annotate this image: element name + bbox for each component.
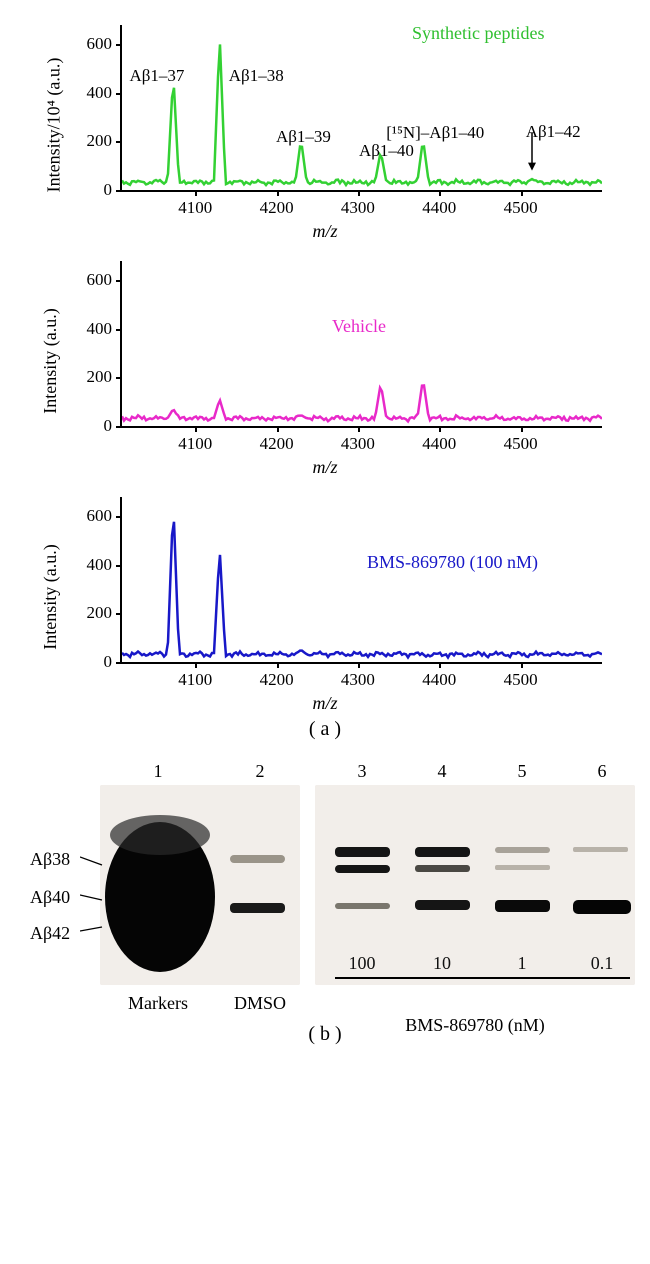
chart-title: BMS-869780 (100 nM) <box>367 552 538 573</box>
ytick-label: 0 <box>70 180 112 200</box>
xtick-label: 4300 <box>341 434 375 454</box>
xtick-label: 4200 <box>260 198 294 218</box>
xtick-label: 4400 <box>422 198 456 218</box>
ytick-label: 400 <box>70 319 112 339</box>
ytick-label: 0 <box>70 652 112 672</box>
xtick-label: 4500 <box>504 198 538 218</box>
lane-number: 5 <box>518 761 527 782</box>
panel-a-caption: ( a ) <box>0 718 650 741</box>
y-axis-label: Intensity/10⁴ (a.u.) <box>44 58 65 193</box>
y-axis-label: Intensity (a.u.) <box>40 544 61 649</box>
lane-number: 1 <box>154 761 163 782</box>
x-axis-label: m/z <box>312 221 337 242</box>
conc-label: 100 <box>349 953 376 974</box>
conc-label: 0.1 <box>591 953 614 974</box>
xtick-label: 4500 <box>504 434 538 454</box>
xtick-label: 4100 <box>178 198 212 218</box>
xtick-label: 4300 <box>341 198 375 218</box>
x-axis-label: m/z <box>312 693 337 714</box>
ytick-label: 0 <box>70 416 112 436</box>
row-label-ab40: Aβ40 <box>30 887 70 908</box>
row-label-ab38: Aβ38 <box>30 849 70 870</box>
conc-label: 1 <box>518 953 527 974</box>
peak-label: [¹⁵N]–Aβ1–40 <box>386 123 484 143</box>
ytick-label: 400 <box>70 555 112 575</box>
spectrum-chart-2: 0 200 400 600 4100 4200 4300 4400 4500 BMS-869780… <box>30 482 620 712</box>
ytick-label: 200 <box>70 603 112 623</box>
figure: 020040060041004200430044004500Synthetic … <box>0 0 650 1055</box>
conc-underline <box>335 977 630 979</box>
lane-number: 6 <box>598 761 607 782</box>
ytick-label: 200 <box>70 367 112 387</box>
spectrum-chart-0: 020040060041004200430044004500Synthetic … <box>30 10 620 240</box>
peak-label: Aβ1–38 <box>229 66 284 86</box>
arrow-icon <box>522 25 542 190</box>
y-axis-label: Intensity (a.u.) <box>40 308 61 413</box>
xtick-label: 4500 <box>504 670 538 690</box>
xtick-label: 4200 <box>260 434 294 454</box>
panel-b-caption: ( b ) <box>308 1023 341 1046</box>
peak-label: Aβ1–40 <box>359 141 414 161</box>
xtick-label: 4400 <box>422 670 456 690</box>
lane-number: 3 <box>358 761 367 782</box>
conc-label: 10 <box>433 953 451 974</box>
ytick-label: 400 <box>70 83 112 103</box>
xtick-label: 4100 <box>178 434 212 454</box>
lane-number: 4 <box>438 761 447 782</box>
row-label-ab42: Aβ42 <box>30 923 70 944</box>
peak-label: Aβ1–37 <box>130 66 185 86</box>
western-blot-left <box>100 785 300 985</box>
label-markers: Markers <box>128 993 188 1014</box>
label-dmso: DMSO <box>234 993 286 1014</box>
xtick-label: 4100 <box>178 670 212 690</box>
peak-label: Aβ1–39 <box>276 127 331 147</box>
ytick-label: 200 <box>70 131 112 151</box>
ytick-label: 600 <box>70 270 112 290</box>
panel-b: 1 2 3 4 5 6 Aβ38 Aβ40 Aβ42 Markers DMSO … <box>0 755 650 1055</box>
lane-number: 2 <box>256 761 265 782</box>
spectrum-chart-1: 0 200 400 600 4100 4200 4300 4400 4500 Vehicle Int… <box>30 246 620 476</box>
chart-title: Vehicle <box>332 316 386 337</box>
xtick-label: 4400 <box>422 434 456 454</box>
x-axis-label: m/z <box>312 457 337 478</box>
ytick-label: 600 <box>70 34 112 54</box>
ytick-label: 600 <box>70 506 112 526</box>
panel-a: 020040060041004200430044004500Synthetic … <box>0 0 650 712</box>
label-bms: BMS-869780 (nM) <box>405 1015 545 1036</box>
xtick-label: 4200 <box>260 670 294 690</box>
xtick-label: 4300 <box>341 670 375 690</box>
